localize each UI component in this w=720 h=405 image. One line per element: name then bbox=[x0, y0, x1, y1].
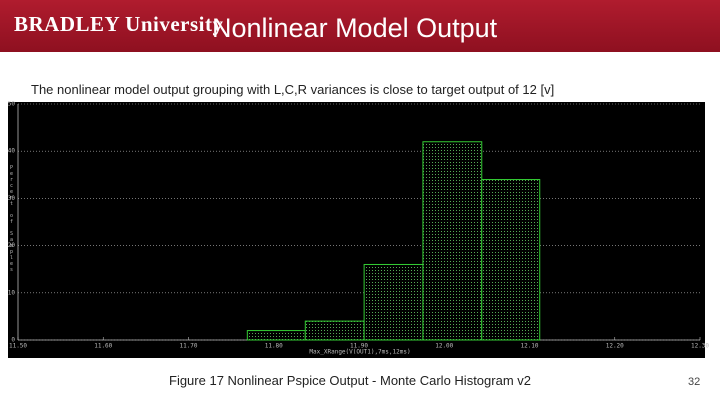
y-tick-label: 50 bbox=[8, 101, 16, 108]
x-tick-label: 11.90 bbox=[350, 343, 368, 350]
x-axis-label: Max_XRange(V(OUT1),7ms,12ms) bbox=[309, 349, 410, 356]
x-tick-label: 11.60 bbox=[94, 343, 112, 350]
histogram-bar bbox=[363, 263, 424, 341]
x-tick-label: 11.70 bbox=[179, 343, 197, 350]
subtitle: The nonlinear model output grouping with… bbox=[31, 82, 555, 97]
y-tick-label: 40 bbox=[8, 148, 16, 155]
plot-background bbox=[8, 102, 705, 358]
x-tick-label: 12.30 bbox=[691, 343, 709, 350]
y-axis-label: Percent of Samples bbox=[9, 165, 15, 273]
caption: Figure 17 Nonlinear Pspice Output - Mont… bbox=[169, 373, 531, 388]
x-tick-label: 11.50 bbox=[9, 343, 27, 350]
y-tick-label: 20 bbox=[8, 242, 16, 249]
page-number: 32 bbox=[688, 376, 701, 388]
x-tick-label: 12.00 bbox=[435, 343, 453, 350]
x-tick-label: 12.20 bbox=[606, 343, 624, 350]
histogram-bar bbox=[481, 179, 541, 341]
histogram-bar bbox=[422, 141, 483, 341]
x-tick-label: 11.80 bbox=[265, 343, 283, 350]
x-tick-label: 12.10 bbox=[520, 343, 538, 350]
logo: BRADLEY University bbox=[14, 12, 224, 36]
slide-title: Nonlinear Model Output bbox=[212, 13, 498, 43]
histogram-bar bbox=[304, 320, 365, 341]
y-tick-label: 10 bbox=[8, 289, 16, 296]
y-tick-label: 0 bbox=[11, 337, 15, 344]
histogram-bar bbox=[246, 330, 306, 341]
header-band: BRADLEY University Nonlinear Model Outpu… bbox=[0, 0, 720, 52]
y-tick-label: 30 bbox=[8, 195, 16, 202]
